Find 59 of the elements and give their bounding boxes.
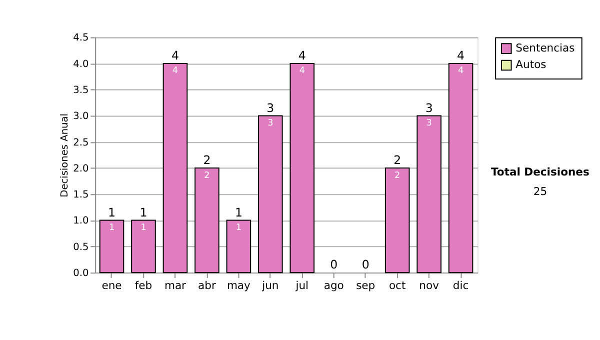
bar — [131, 220, 156, 274]
data-label: 4 — [172, 66, 178, 76]
total-label: 0 — [362, 258, 370, 272]
text: Total Decisiones — [491, 166, 590, 179]
bar — [416, 115, 442, 274]
y-tick-label: 2.5 — [73, 137, 89, 148]
total-label: 4 — [457, 48, 465, 63]
y-tick-label: 4.5 — [73, 32, 89, 44]
data-label: 3 — [268, 118, 274, 129]
total-label: 4 — [171, 48, 179, 63]
legend-label: Sentencias — [516, 42, 576, 54]
x-tick-label: abr — [198, 278, 216, 292]
bar — [162, 62, 188, 274]
total-label: 2 — [394, 153, 402, 168]
text: 25 — [533, 185, 548, 198]
x-tick-label: ene — [102, 278, 122, 292]
data-label: 2 — [204, 170, 210, 181]
legend-label: Autos — [516, 58, 547, 72]
total-label: 0 — [330, 258, 338, 272]
x-tick-label: ago — [324, 278, 344, 292]
x-tick-label: jun — [261, 278, 279, 292]
y-tick-label: 0.0 — [73, 268, 89, 280]
y-tick-label: 1.0 — [73, 216, 89, 227]
total-label: 1 — [108, 205, 116, 220]
x-tick-label: sep — [356, 278, 376, 292]
bar — [226, 220, 252, 274]
data-label: 4 — [458, 66, 464, 76]
y-tick-label: 2.0 — [73, 163, 89, 174]
y-tick-label: 3.5 — [73, 85, 89, 96]
total-label: 1 — [140, 205, 148, 220]
x-tick-label: feb — [134, 278, 152, 292]
data-label: 2 — [394, 170, 400, 181]
total-label: 3 — [425, 100, 433, 115]
y-axis-title: Decisiones Anual — [59, 114, 70, 198]
x-tick-label: nov — [419, 278, 440, 292]
bar — [290, 62, 315, 274]
x-tick-label: jul — [294, 278, 309, 292]
data-label: 1 — [108, 223, 115, 234]
y-tick-label: 3.0 — [73, 111, 89, 122]
x-tick-label: oct — [388, 278, 406, 292]
y-tick-label: 0.5 — [73, 242, 89, 253]
y-tick-label: 1.5 — [73, 190, 89, 201]
total-label: 2 — [203, 153, 211, 168]
x-tick-label: dic — [452, 278, 469, 292]
x-tick-label: may — [226, 278, 252, 292]
bar — [258, 115, 283, 274]
total-label: 3 — [266, 100, 274, 115]
total-label: 1 — [234, 205, 242, 220]
data-label: 1 — [140, 223, 146, 234]
total-label: 4 — [298, 48, 306, 63]
bar — [448, 62, 474, 274]
bar — [194, 168, 220, 274]
data-label: 4 — [299, 66, 306, 76]
bar — [99, 220, 124, 274]
y-tick-label: 4.0 — [73, 58, 89, 70]
data-label: 1 — [236, 223, 242, 234]
x-tick-label: mar — [164, 278, 187, 292]
bar — [384, 168, 410, 274]
data-label: 3 — [426, 118, 432, 129]
